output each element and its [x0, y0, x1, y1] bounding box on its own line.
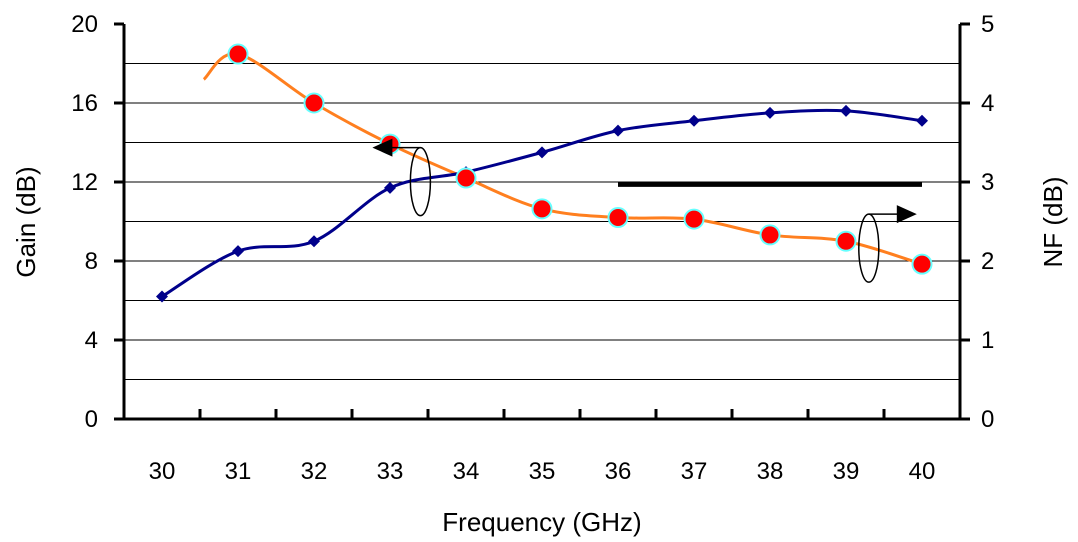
- y-right-tick-label: 0: [981, 406, 994, 433]
- y-right-tick-label: 4: [981, 90, 994, 117]
- gain-point: [840, 104, 852, 117]
- gain-point: [764, 106, 776, 119]
- nf-point: [835, 230, 857, 252]
- x-tick-label: 39: [833, 458, 860, 485]
- x-tick-label: 38: [757, 458, 784, 485]
- nf-point: [303, 92, 325, 114]
- y-axis-left-title: Gain (dB): [11, 166, 41, 277]
- plot-frame: [114, 22, 970, 421]
- y-right-tick-label: 3: [981, 169, 994, 196]
- grid-lines: [124, 63, 960, 380]
- series-markers: [156, 43, 933, 303]
- gain-point: [612, 124, 624, 137]
- arrow-head-right: [896, 205, 917, 224]
- y-left-tick-label: 8: [85, 248, 98, 275]
- nf-point: [607, 207, 629, 229]
- x-tick-label: 32: [301, 458, 328, 485]
- y-axis-right-title: NF (dB): [1038, 177, 1068, 268]
- annotations: [372, 138, 922, 283]
- y-left-tick-label: 16: [71, 90, 98, 117]
- gain-point: [232, 245, 244, 258]
- nf-point: [455, 167, 477, 189]
- y-right-tick-label: 5: [981, 11, 994, 38]
- y-right-tick-label: 2: [981, 248, 994, 275]
- x-tick-label: 35: [529, 458, 556, 485]
- y-right-tick-label: 1: [981, 327, 994, 354]
- x-tick-label: 31: [225, 458, 252, 485]
- nf-point: [683, 208, 705, 230]
- gain-point: [916, 114, 928, 127]
- nf-line: [202, 52, 923, 266]
- gain-point: [384, 181, 396, 194]
- nf-point: [759, 224, 781, 246]
- nf-point: [531, 198, 553, 220]
- x-tick-label: 37: [681, 458, 708, 485]
- x-tick-label: 40: [909, 458, 936, 485]
- x-axis-title: Frequency (GHz): [442, 507, 641, 537]
- x-tick-label: 36: [605, 458, 632, 485]
- gain-point: [156, 290, 168, 303]
- x-tick-label: 30: [149, 458, 176, 485]
- nf-point: [227, 43, 249, 65]
- y-left-tick-label: 0: [85, 406, 98, 433]
- y-left-tick-label: 12: [71, 169, 98, 196]
- x-tick-label: 34: [453, 458, 480, 485]
- y-left-tick-label: 20: [71, 11, 98, 38]
- arrow-head-left: [372, 138, 393, 157]
- series-curves: [161, 52, 923, 298]
- y-left-tick-label: 4: [85, 327, 98, 354]
- gain-point: [308, 235, 320, 248]
- x-tick-label: 33: [377, 458, 404, 485]
- nf-point: [911, 253, 933, 275]
- gain-point: [536, 146, 548, 159]
- gain-point: [688, 114, 700, 127]
